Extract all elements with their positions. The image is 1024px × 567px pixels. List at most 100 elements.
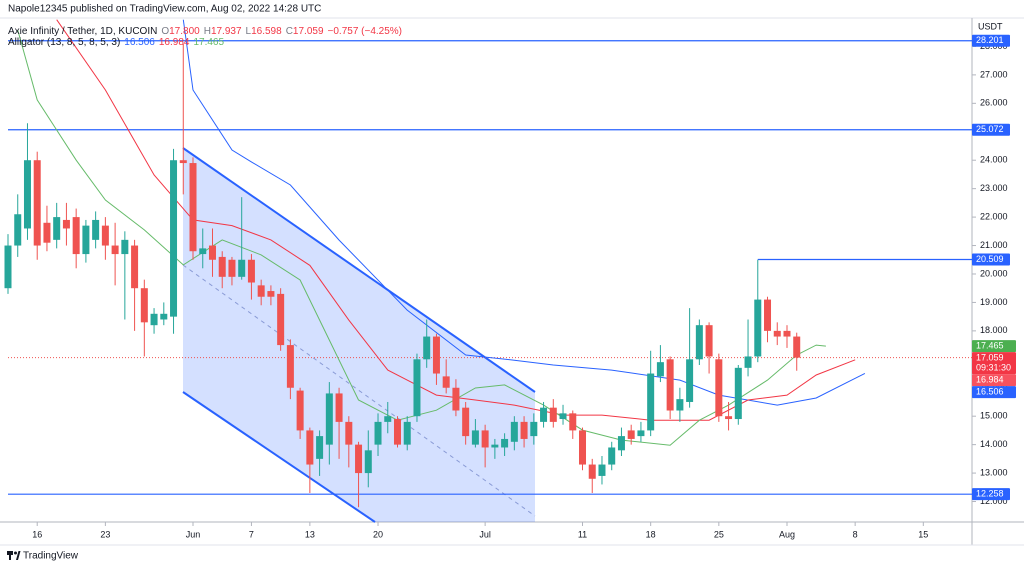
candle-body <box>452 387 460 411</box>
candle-body <box>734 367 742 420</box>
candle-body <box>150 313 158 326</box>
candle-body <box>656 362 664 377</box>
ohlc-key: O <box>161 26 169 37</box>
candle-body <box>413 359 421 417</box>
candle-body <box>355 444 363 474</box>
candle-body <box>725 416 733 420</box>
ohlc-value: 17.800 <box>169 26 200 37</box>
indicator-row: Alligator (13, 8, 5, 8, 5, 3) 16.506 16.98… <box>8 37 224 48</box>
candle-body <box>442 376 450 388</box>
candle-body <box>520 421 528 439</box>
x-tick-label: 15 <box>918 529 928 539</box>
legend-row: Axie Infinity / Tether, 1D, KUCOIN O17.80… <box>8 26 402 37</box>
candle-body <box>744 356 752 368</box>
candle-body <box>23 160 31 229</box>
candle-body <box>501 438 509 448</box>
candle-body <box>82 225 90 255</box>
candle-body <box>121 239 129 255</box>
y-tick-label: 13.000 <box>980 467 1008 477</box>
candle-body <box>218 256 226 277</box>
candle-body <box>773 330 781 337</box>
x-tick-label: 20 <box>373 529 383 539</box>
price-unit: USDT <box>978 21 1003 31</box>
price-label: 17.465 <box>976 340 1004 350</box>
candle-body <box>286 345 294 388</box>
candle-body <box>101 225 109 246</box>
candle-body <box>53 217 61 240</box>
price-label: 16.506 <box>976 386 1004 396</box>
y-tick-label: 14.000 <box>980 439 1008 449</box>
x-tick-label: Jun <box>186 529 201 539</box>
candle-body <box>608 447 616 465</box>
indicator-value: 16.506 <box>124 37 155 48</box>
candle-body <box>296 390 304 431</box>
y-tick-label: 22.000 <box>980 211 1008 221</box>
plot-area <box>4 19 972 523</box>
candle-body <box>306 430 314 465</box>
candle-body <box>676 399 684 411</box>
candle-body <box>540 407 548 422</box>
candle-body <box>569 413 577 431</box>
level-label-box <box>972 253 1010 266</box>
candle-body <box>598 464 606 476</box>
y-tick-label: 26.000 <box>980 98 1008 108</box>
price-label-box <box>972 386 1016 399</box>
candle-body <box>4 245 12 289</box>
candle-body <box>793 336 801 358</box>
candle-body <box>111 245 119 255</box>
candle-body <box>14 214 22 246</box>
ohlc-value: 17.059 <box>293 26 324 37</box>
candle-body <box>462 407 470 437</box>
candle-body <box>705 325 713 357</box>
candle-body <box>179 160 187 164</box>
change: −0.757 (−4.25%) <box>328 26 403 37</box>
candle-body <box>228 259 236 277</box>
candle-body <box>491 444 499 448</box>
level-label: 28.201 <box>976 35 1004 45</box>
x-tick-label: Jul <box>479 529 491 539</box>
y-tick-label: 23.000 <box>980 183 1008 193</box>
channel-fill <box>183 148 535 522</box>
level-label: 25.072 <box>976 124 1004 134</box>
candle-body <box>510 421 518 442</box>
symbol: Axie Infinity / Tether, 1D, KUCOIN <box>8 26 157 37</box>
candle-body <box>403 421 411 445</box>
ohlc-key: L <box>246 26 252 37</box>
candle-body <box>277 293 285 346</box>
price-label-box <box>972 340 1016 353</box>
publisher-line: Napole12345 published on TradingView.com… <box>8 4 321 15</box>
footer-brand: TradingView <box>23 551 79 562</box>
candle-body <box>666 359 674 411</box>
candle-body <box>62 219 70 229</box>
candle-body <box>335 393 343 422</box>
candle-body <box>325 393 333 445</box>
candle-body <box>695 325 703 360</box>
indicator-value: 16.984 <box>159 37 190 48</box>
candle-body <box>72 217 80 255</box>
candle-body <box>549 407 557 422</box>
candle-body <box>374 421 382 445</box>
channel-top <box>182 147 536 393</box>
y-tick-label: 15.000 <box>980 411 1008 421</box>
candle-body <box>579 430 587 465</box>
candle-body <box>199 248 207 255</box>
y-tick-label: 19.000 <box>980 297 1008 307</box>
candle-body <box>384 416 392 422</box>
candle-body <box>754 299 762 357</box>
x-tick-label: 18 <box>646 529 656 539</box>
x-tick-label: 7 <box>249 529 254 539</box>
candle-body <box>393 419 401 445</box>
candle-body <box>189 163 197 252</box>
y-tick-label: 20.000 <box>980 268 1008 278</box>
candle-body <box>637 430 645 437</box>
candle-body <box>647 373 655 431</box>
level-label: 12.258 <box>976 489 1004 499</box>
x-tick-label: 16 <box>32 529 42 539</box>
ohlc-value: 16.598 <box>251 26 282 37</box>
y-tick-label: 12.000 <box>980 496 1008 506</box>
indicator-name: Alligator (13, 8, 5, 8, 5, 3) <box>8 37 120 48</box>
ohlc-value: 17.937 <box>211 26 242 37</box>
candle-body <box>481 430 489 448</box>
candle-body <box>530 421 538 437</box>
y-tick-label: 24.000 <box>980 155 1008 165</box>
